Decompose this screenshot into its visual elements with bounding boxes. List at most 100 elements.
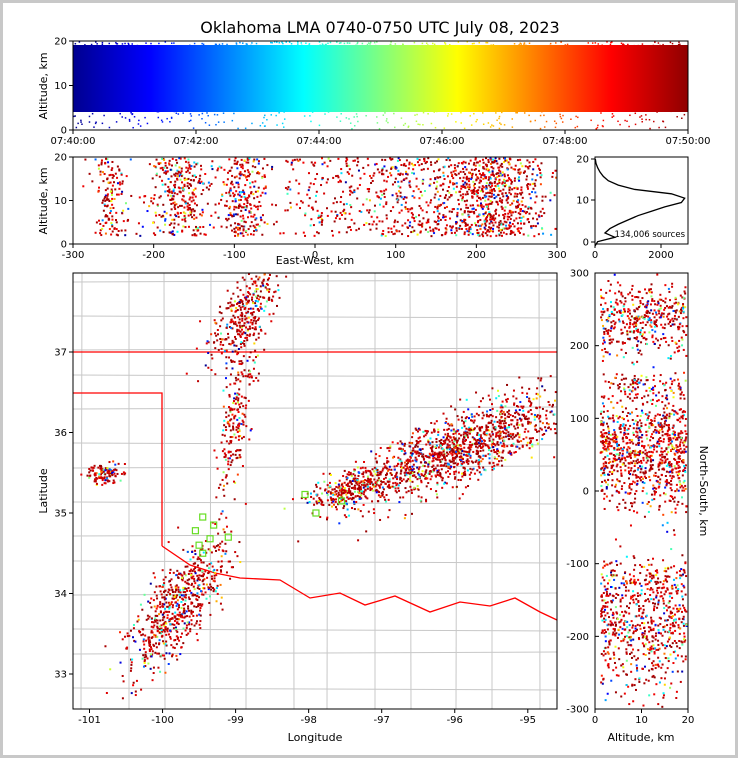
plan-source — [230, 297, 233, 300]
plan-source — [308, 501, 311, 504]
ew-height-source — [518, 207, 521, 210]
plan-source — [188, 609, 191, 612]
ew-height-source — [321, 178, 324, 181]
county-line — [73, 279, 557, 283]
plan-source — [340, 483, 343, 486]
ew-height-source — [107, 198, 110, 201]
ew-height-source — [505, 184, 508, 187]
time-height-source — [393, 112, 395, 115]
ew-height-source — [504, 192, 507, 195]
ew-height-source — [249, 211, 252, 214]
plan-source — [239, 299, 242, 302]
plan-source — [538, 430, 541, 433]
ew-height-source — [426, 167, 429, 170]
plan-source — [230, 308, 233, 311]
ew-height-source — [115, 211, 118, 214]
ew-height-source — [534, 212, 537, 215]
plan-source — [478, 466, 481, 469]
ew-height-source — [249, 225, 252, 228]
plan-source — [376, 490, 379, 493]
plan-source — [494, 451, 497, 454]
plan-source — [487, 449, 490, 452]
time-height-source — [190, 115, 193, 117]
ew-height-source — [447, 165, 450, 168]
ew-height-source — [433, 232, 436, 235]
ew-height-source — [169, 194, 172, 197]
ew-height-source — [486, 203, 489, 206]
ew-height-source — [462, 176, 465, 179]
plan-source — [454, 462, 457, 465]
ew-height-source — [239, 215, 242, 218]
time-height-source — [80, 119, 82, 122]
ew-height-source — [194, 187, 197, 190]
plan-source — [236, 328, 239, 331]
ew-height-source — [243, 192, 246, 195]
ew-height-source — [235, 213, 238, 216]
plan-source — [324, 489, 327, 492]
ew-height-source — [259, 216, 262, 219]
plan-source — [230, 326, 233, 329]
ew-height-source — [542, 232, 545, 235]
plan-source — [521, 386, 524, 389]
ew-height-source — [478, 169, 481, 172]
plan-source — [232, 314, 235, 317]
time-height-source — [279, 46, 281, 48]
plan-source — [297, 540, 300, 543]
ew-height-source — [91, 180, 94, 183]
plan-source — [338, 487, 341, 490]
plan-source — [268, 313, 271, 316]
time-height-source — [534, 119, 537, 122]
ew-height-source — [289, 206, 292, 209]
time-height-source — [223, 121, 225, 123]
ew-height-source — [482, 161, 485, 164]
plan-source — [488, 461, 491, 464]
plan-source — [247, 292, 250, 295]
ew-height-source — [223, 183, 226, 186]
ew-height-source — [450, 171, 453, 174]
plan-source — [119, 631, 122, 634]
ew-height-source — [471, 172, 474, 175]
plan-source — [437, 431, 440, 434]
plan-source — [132, 627, 135, 630]
ew-height-source — [121, 180, 124, 183]
time-height-source — [128, 118, 131, 121]
ew-height-source — [432, 170, 435, 173]
ew-height-source — [509, 232, 512, 235]
ew-height-source — [408, 184, 411, 187]
ew-height-source — [529, 197, 532, 200]
ew-height-source — [467, 214, 470, 217]
plan-source — [450, 405, 453, 408]
ew-height-source — [497, 229, 500, 232]
time-height-source — [466, 41, 469, 43]
plan-source — [462, 422, 465, 425]
time-height-ytick-label: 20 — [54, 37, 67, 48]
plan-source — [456, 444, 459, 447]
ew-height-source — [252, 224, 255, 227]
plan-source — [506, 383, 509, 386]
plan-source — [343, 487, 346, 490]
ew-height-source — [475, 161, 478, 164]
ew-height-source — [498, 181, 501, 184]
ew-height-source — [99, 222, 102, 225]
plan-source — [245, 311, 248, 314]
ew-height-source — [247, 174, 250, 177]
plan-source — [508, 409, 511, 412]
plan-source — [375, 488, 378, 491]
ew-height-source — [551, 175, 554, 178]
ew-height-source — [246, 157, 249, 160]
plan-source — [427, 463, 430, 466]
ew-height-xtick-label: 200 — [467, 250, 486, 261]
plan-source — [422, 474, 425, 477]
ew-height-source — [189, 196, 192, 199]
ew-height-source — [124, 202, 127, 205]
ew-height-source — [180, 167, 183, 170]
plan-source — [360, 494, 363, 497]
plan-source — [144, 651, 147, 654]
plan-source — [503, 420, 506, 423]
ew-height-source — [521, 196, 524, 199]
plan-source — [455, 455, 458, 458]
plan-source — [435, 447, 438, 450]
plan-source — [378, 455, 381, 458]
plan-source — [234, 337, 237, 340]
